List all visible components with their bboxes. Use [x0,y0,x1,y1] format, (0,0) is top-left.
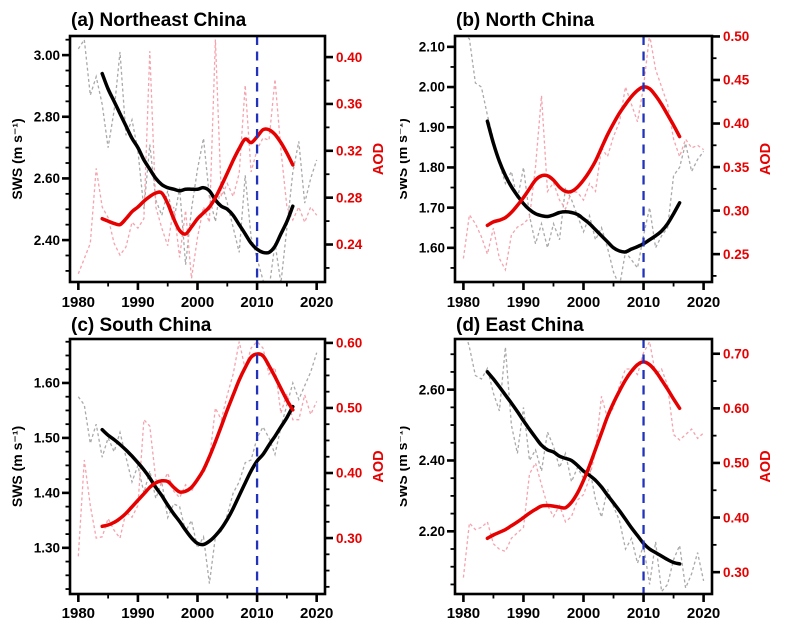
sws-tick-label: 2.10 [419,40,445,55]
x-tick-label: 1980 [447,294,480,311]
x-tick-label: 1980 [62,294,95,311]
panel-b-chart: 1980 1990 2000 2010 2020 1.60 1.70 1.80 1.90 2.00… [400,29,774,311]
x-tick-label: 2010 [627,294,660,311]
sws-annual-line [77,352,318,584]
panel-a-title: (a) Northeast China [71,10,247,31]
x-tick-label: 2010 [240,605,273,622]
sws-tick-label: 2.40 [419,453,445,468]
sws-tick-label: 2.20 [419,524,445,539]
aod-tick-label: 0.24 [336,237,363,252]
panel-b-title: (b) North China [456,10,595,31]
aod-tick-label: 0.30 [723,203,749,218]
aod-tick-label: 0.50 [723,29,749,44]
aod-tick-label: 0.70 [723,346,749,361]
sws-axis-label: SWS (m s⁻¹) [400,118,410,199]
sws-smoothed-line [100,71,295,255]
sws-tick-label: 3.00 [34,48,60,63]
sws-smoothed-line [485,370,682,566]
sws-axis-label: SWS (m s⁻¹) [9,118,25,199]
aod-smoothed-line [100,127,295,236]
x-tick-label: 1980 [447,605,480,622]
aod-tick-label: 0.40 [336,50,362,65]
sws-tick-label: 1.80 [419,160,445,175]
sws-tick-label: 1.50 [34,431,60,446]
sws-annual-line [466,339,705,594]
sws-axis-label: SWS (m s⁻¹) [9,426,25,507]
aod-axis-label: AOD [371,143,387,175]
x-tick-label: 2010 [240,294,273,311]
x-tick-label: 2020 [300,294,333,311]
panel-d-title: (d) East China [456,315,584,336]
aod-tick-label: 0.45 [723,73,750,88]
sws-tick-label: 2.40 [34,233,60,248]
sws-smoothed-line [485,119,682,254]
aod-tick-label: 0.25 [723,247,750,262]
aod-tick-label: 0.36 [336,97,363,112]
aod-tick-label: 0.30 [336,531,362,546]
aod-tick-label: 0.60 [336,336,362,351]
aod-tick-label: 0.50 [723,456,749,471]
x-tick-label: 1990 [507,294,540,311]
sws-tick-label: 1.40 [34,486,60,501]
aod-annual-line [77,39,318,279]
aod-tick-label: 0.60 [723,401,749,416]
sws-tick-label: 2.60 [34,171,60,186]
aod-smoothed-line [100,352,295,529]
aod-tick-label: 0.40 [723,510,749,525]
sws-tick-label: 1.60 [34,376,60,391]
plot-box [453,34,714,284]
x-tick-label: 1980 [62,605,95,622]
sws-tick-label: 2.80 [34,109,60,124]
aod-tick-label: 0.40 [723,116,749,131]
sws-tick-label: 1.70 [419,200,445,215]
panel-a-chart: 1980 1990 2000 2010 2020 2.40 2.60 2.80 3.00 0.24… [9,34,387,311]
aod-tick-label: 0.30 [723,565,749,580]
x-tick-label: 2000 [567,605,600,622]
x-tick-label: 1990 [121,605,154,622]
x-tick-label: 2020 [687,294,720,311]
sws-tick-label: 2.00 [419,80,445,95]
aod-axis-label: AOD [758,450,774,482]
x-tick-label: 2000 [181,294,214,311]
aod-axis-label: AOD [758,143,774,175]
x-tick-label: 2020 [300,605,333,622]
panel-c-title: (c) South China [71,315,212,336]
aod-smoothed-line [485,85,682,228]
aod-tick-label: 0.35 [723,160,750,175]
aod-tick-label: 0.28 [336,190,363,205]
sws-smoothed-line [100,404,295,547]
sws-annual-line [77,37,318,282]
x-tick-label: 2010 [627,605,660,622]
sws-tick-label: 1.90 [419,120,445,135]
x-tick-label: 1990 [121,294,154,311]
x-tick-label: 1990 [507,605,540,622]
sws-axis-label: SWS (m s⁻¹) [400,426,410,507]
aod-annual-line [462,339,705,578]
x-tick-label: 2000 [567,294,600,311]
x-tick-label: 2020 [687,605,720,622]
aod-tick-label: 0.50 [336,401,362,416]
panel-c-chart: 1980 1990 2000 2010 2020 1.30 1.40 1.50 1.60 0.30… [9,336,387,622]
plot-box [68,34,327,284]
sws-tick-label: 1.60 [419,241,445,256]
panel-d-chart: 1980 1990 2000 2010 2020 2.20 2.40 2.60 0.30 0.40… [400,337,774,622]
plot-box [68,337,327,596]
x-tick-label: 2000 [181,605,214,622]
aod-smoothed-line [485,360,682,541]
sws-annual-line [464,36,705,282]
sws-tick-label: 1.30 [34,541,60,556]
aod-tick-label: 0.32 [336,144,362,159]
aod-tick-label: 0.40 [336,466,362,481]
aod-axis-label: AOD [371,450,387,482]
aod-annual-line [462,36,704,272]
sws-tick-label: 2.60 [419,382,445,397]
